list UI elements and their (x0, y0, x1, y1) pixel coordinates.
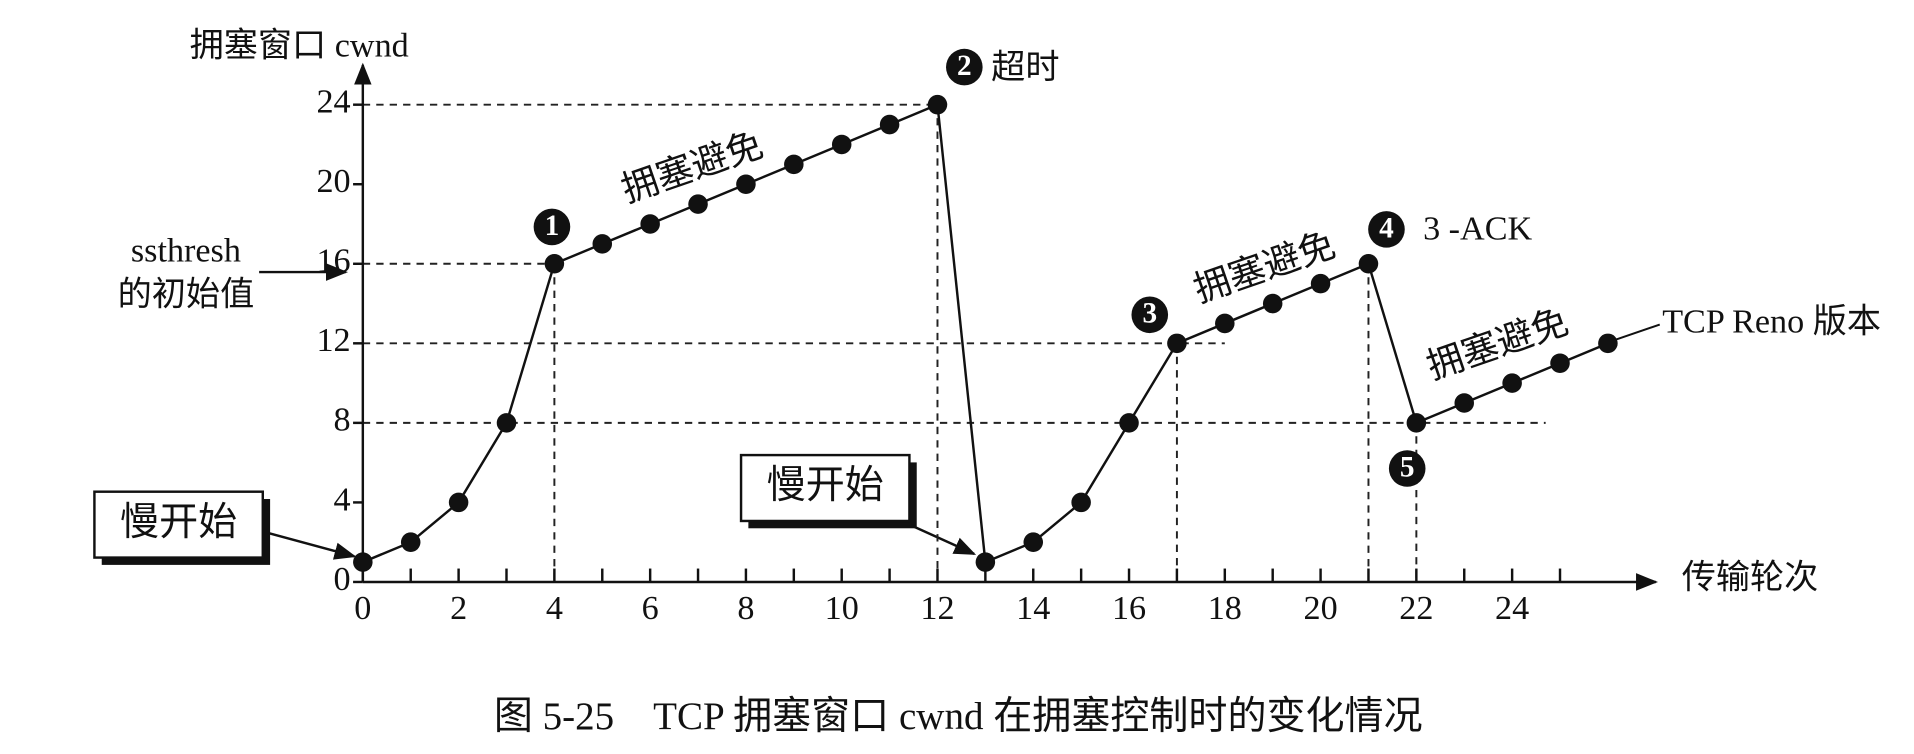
caption: 图 5-25 TCP 拥塞窗口 cwnd 在拥塞控制时的变化情况 (494, 695, 1423, 738)
cwnd-point (353, 552, 373, 572)
event-number: 5 (1400, 451, 1415, 483)
cwnd-point (1023, 532, 1044, 552)
slow-start-label: 慢开始 (120, 501, 237, 544)
cwnd-point (1071, 492, 1091, 513)
cwnd-point (592, 234, 613, 254)
cwnd-line (362, 102, 1609, 564)
cwnd-point (640, 214, 660, 234)
cwnd-point (1167, 333, 1187, 354)
y-tick-label: 12 (316, 322, 350, 359)
cwnd-point (831, 134, 852, 155)
event-marker (946, 48, 983, 86)
x-tick-label: 10 (825, 590, 859, 627)
cwnd-point (1454, 393, 1475, 413)
slow-start-box: 慢开始 (739, 453, 977, 556)
event-marker (1131, 296, 1169, 334)
cwnd-point (1358, 254, 1379, 274)
x-tick-label: 18 (1208, 590, 1242, 627)
x-tick-label: 16 (1112, 590, 1146, 627)
x-axis-label: 传输轮次 (1682, 559, 1819, 597)
ssthresh-label: ssthresh (131, 233, 241, 270)
y-axis-label: 拥塞窗口 cwnd (190, 27, 409, 65)
leader-line (1613, 323, 1661, 342)
event-number: 1 (545, 210, 560, 242)
cwnd-point (784, 154, 804, 175)
cwnd-point (736, 174, 756, 194)
cwnd-point (927, 94, 948, 115)
x-tick-label: 24 (1495, 590, 1529, 627)
cwnd-point (1502, 373, 1522, 393)
cwnd-point (975, 552, 996, 572)
cwnd-point (1406, 413, 1427, 433)
x-tick-label: 12 (920, 590, 954, 627)
cwnd-point (879, 114, 900, 135)
phase-label: 拥塞避免 (1422, 301, 1574, 387)
x-tick-label: 8 (737, 590, 754, 627)
event-marker (533, 208, 571, 246)
version-label: TCP Reno 版本 (1662, 302, 1881, 340)
phase-label: 拥塞避免 (1188, 224, 1340, 310)
cwnd-point (688, 194, 708, 214)
slow-start-label: 慢开始 (767, 464, 884, 507)
event-number: 2 (957, 50, 972, 82)
cwnd-point (1262, 293, 1283, 314)
slow-start-box: 慢开始 (93, 490, 357, 565)
event-marker (1368, 211, 1405, 248)
ssthresh-label: 的初始值 (118, 276, 255, 314)
cwnd-point (1215, 313, 1235, 334)
x-tick-label: 4 (546, 590, 563, 627)
event-marker (1388, 450, 1426, 487)
cwnd-point (1598, 333, 1618, 354)
x-tick-label: 20 (1304, 590, 1338, 627)
y-tick-label: 8 (334, 402, 351, 439)
cwnd-point (1119, 413, 1139, 433)
cwnd-point (1310, 273, 1331, 294)
event-number: 3 (1142, 298, 1157, 330)
x-tick-label: 6 (642, 590, 659, 627)
y-tick-label: 24 (316, 84, 350, 121)
y-tick-label: 20 (316, 163, 350, 200)
cwnd-point (496, 413, 517, 433)
x-tick-label: 2 (450, 590, 467, 627)
y-tick-label: 16 (316, 243, 350, 280)
cwnd-point (448, 492, 469, 513)
x-tick-label: 14 (1016, 590, 1050, 627)
cwnd-point (1550, 353, 1570, 373)
event-label: 3 -ACK (1423, 211, 1532, 248)
x-tick-label: 0 (354, 590, 371, 627)
event-number: 4 (1379, 212, 1394, 244)
x-tick-label: 22 (1399, 590, 1433, 627)
y-tick-label: 4 (334, 481, 351, 518)
cwnd-point (400, 532, 421, 552)
y-tick-label: 0 (334, 561, 351, 598)
event-label: 超时 (991, 50, 1059, 87)
cwnd-point (544, 254, 565, 274)
